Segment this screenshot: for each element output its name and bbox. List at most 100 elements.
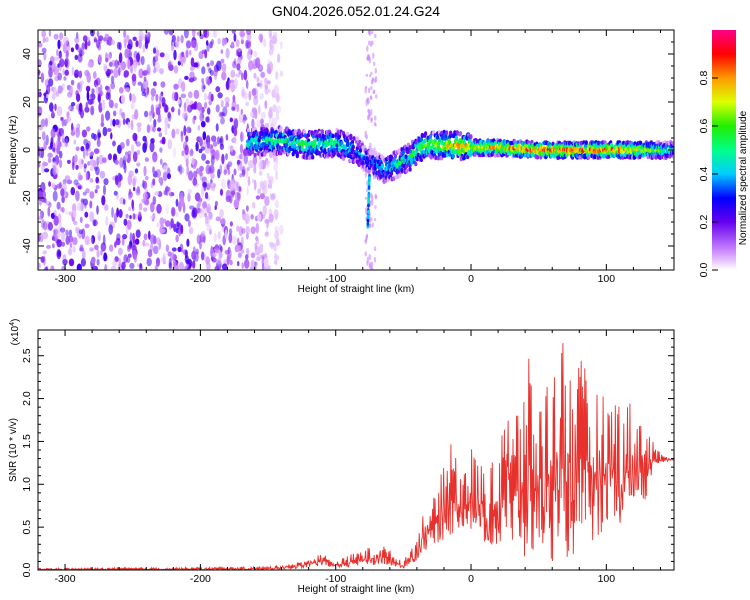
noise-blob — [275, 116, 280, 121]
streak-blob — [367, 193, 371, 198]
noise-blob — [103, 178, 109, 186]
noise-blob — [187, 188, 192, 194]
noise-blob — [267, 179, 272, 185]
noise-blob — [85, 85, 91, 92]
noise-blob — [136, 122, 142, 127]
noise-blob — [255, 195, 261, 200]
noise-blob — [121, 237, 125, 246]
signal-blob — [458, 131, 463, 136]
noise-blob — [273, 209, 279, 218]
colorbar-ticks: 0.0 0.2 0.4 0.6 0.8 — [698, 71, 718, 277]
noise-blob — [91, 256, 96, 264]
signal-blob — [402, 158, 406, 163]
noise-blob — [78, 49, 85, 57]
noise-blob — [260, 71, 266, 78]
signal-blob — [271, 129, 275, 134]
signal-blob — [408, 167, 412, 172]
noise-blob — [96, 30, 100, 37]
noise-blob — [105, 85, 109, 91]
noise-blob — [49, 60, 53, 66]
noise-blob — [152, 245, 159, 255]
noise-blob — [114, 175, 119, 186]
noise-blob — [239, 173, 243, 178]
noise-blob — [132, 151, 138, 162]
noise-blob — [373, 61, 376, 66]
noise-blob — [210, 93, 214, 102]
signal-blob — [431, 143, 435, 149]
noise-blob — [38, 142, 41, 148]
noise-blob — [154, 61, 160, 73]
noise-blob — [214, 149, 220, 161]
noise-blob — [200, 146, 205, 151]
noise-blob — [188, 91, 193, 99]
noise-blob — [64, 138, 69, 148]
noise-blob — [165, 203, 170, 215]
snr-series-line — [38, 343, 674, 570]
noise-blob — [96, 129, 101, 140]
noise-blob — [60, 116, 63, 121]
noise-blob — [95, 185, 100, 190]
noise-blob — [169, 190, 172, 197]
noise-blob — [237, 252, 242, 258]
noise-blob — [255, 256, 261, 261]
noise-blob — [206, 62, 210, 67]
noise-blob — [220, 116, 225, 125]
noise-blob — [199, 112, 205, 122]
signal-blob — [416, 152, 420, 158]
noise-blob — [184, 213, 190, 222]
noise-blob — [142, 239, 146, 247]
noise-blob — [95, 166, 100, 176]
noise-blob — [150, 202, 155, 213]
noise-blob — [189, 66, 195, 71]
signal-blob — [622, 140, 626, 146]
noise-blob — [161, 136, 166, 145]
noise-blob — [135, 229, 141, 239]
signal-blob — [249, 131, 253, 137]
noise-blob — [116, 207, 119, 218]
noise-blob — [367, 113, 371, 120]
noise-blob — [97, 35, 104, 41]
noise-blob — [48, 67, 53, 78]
noise-blob — [212, 69, 218, 77]
signal-blob — [454, 149, 458, 154]
noise-blob — [56, 49, 59, 57]
signal-blob — [348, 151, 352, 157]
noise-blob — [125, 225, 129, 236]
noise-blob — [264, 86, 269, 95]
noise-blob — [228, 79, 232, 85]
noise-blob — [40, 256, 45, 263]
noise-blob — [191, 103, 197, 110]
noise-blob — [272, 104, 277, 113]
noise-blob — [221, 263, 228, 270]
noise-blob — [368, 263, 371, 269]
noise-blob — [167, 111, 171, 119]
noise-blob — [215, 104, 220, 113]
noise-blob — [196, 102, 202, 111]
noise-blob — [201, 66, 206, 75]
noise-blob — [118, 209, 123, 218]
noise-blob — [78, 70, 83, 79]
noise-blob — [250, 259, 255, 269]
noise-blob — [143, 76, 147, 82]
noise-blob — [106, 39, 109, 45]
noise-blob — [142, 180, 148, 190]
noise-blob — [65, 229, 69, 237]
noise-blob — [119, 61, 123, 72]
snr-multiplier-base: (x10 — [10, 325, 21, 345]
noise-blob — [238, 186, 242, 192]
noise-blob — [231, 106, 236, 111]
noise-blob — [87, 161, 91, 166]
noise-blob — [160, 158, 163, 165]
noise-blob — [236, 63, 241, 71]
noise-blob — [370, 199, 374, 206]
noise-blob — [261, 256, 265, 268]
noise-blob — [124, 38, 127, 49]
noise-blob — [57, 39, 61, 50]
signal-blob — [646, 154, 650, 160]
noise-blob — [246, 186, 249, 196]
noise-blob — [212, 30, 218, 38]
noise-blob — [211, 182, 214, 187]
noise-blob — [38, 234, 41, 243]
noise-blob — [93, 38, 97, 43]
noise-blob — [116, 233, 121, 241]
